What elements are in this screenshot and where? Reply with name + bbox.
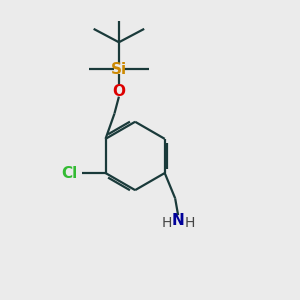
Text: Si: Si	[111, 61, 127, 76]
Text: H: H	[162, 216, 172, 230]
Text: N: N	[172, 213, 184, 228]
Text: H: H	[184, 216, 195, 230]
Text: O: O	[112, 84, 125, 99]
Text: Cl: Cl	[61, 166, 78, 181]
